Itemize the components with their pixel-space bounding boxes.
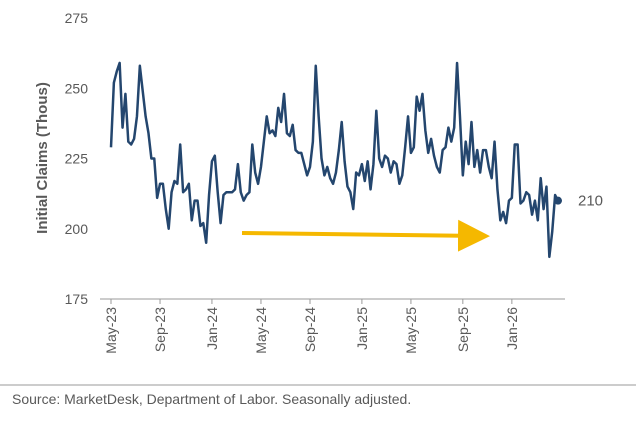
end-label: 210 [578, 193, 603, 210]
y-tick-label: 200 [65, 221, 89, 237]
x-tick-label: Sep-25 [455, 307, 471, 352]
x-tick-label: May-23 [103, 307, 119, 354]
x-tick-label: May-25 [403, 307, 419, 354]
y-tick-label: 175 [65, 291, 89, 307]
x-tick-label: Jan-25 [354, 307, 370, 350]
y-tick-label: 225 [65, 151, 89, 167]
end-marker [554, 196, 562, 205]
source-note: Source: MarketDesk, Department of Labor.… [12, 391, 411, 407]
x-tick-label: Sep-23 [152, 307, 168, 352]
y-axis-label: Initial Claims (Thous) [34, 82, 51, 234]
y-tick-label: 250 [65, 80, 89, 96]
x-tick-label: Sep-24 [302, 307, 318, 352]
x-tick-label: Jan-24 [204, 307, 220, 350]
y-tick-label: 275 [65, 10, 89, 26]
trend-arrow [241, 219, 490, 252]
line-series [109, 61, 560, 259]
x-tick-label: May-24 [253, 307, 269, 354]
x-tick-label: Jan-26 [504, 307, 520, 350]
